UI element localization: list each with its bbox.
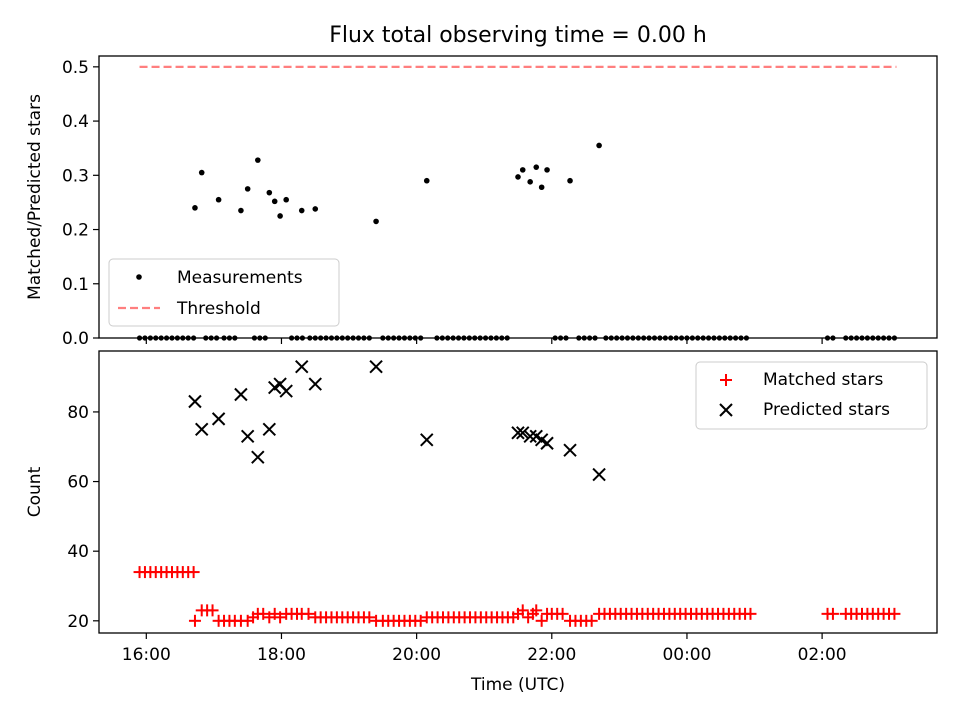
legend-matched-marker xyxy=(720,374,732,386)
xtick-label: 02:00 xyxy=(798,645,847,665)
matched-star-point xyxy=(530,604,543,617)
bottom-ylabel: Count xyxy=(25,466,45,517)
measurement-point xyxy=(312,206,319,212)
predicted-star-point xyxy=(420,433,434,447)
top-panel: 0.0 0.1 0.2 0.3 0.4 0.5 Matched/Predicted sta… xyxy=(25,55,938,349)
xtick-label: 22:00 xyxy=(527,645,576,665)
measurement-point xyxy=(544,167,550,173)
legend-predicted-label: Predicted stars xyxy=(763,400,890,420)
matched-star-point xyxy=(516,604,529,617)
predicted-star-point xyxy=(262,422,277,437)
matched-star-point xyxy=(414,614,427,627)
legend-matched-label: Matched stars xyxy=(763,370,883,390)
x-axis-label: Time (UTC) xyxy=(470,675,565,695)
predicted-star-point xyxy=(369,359,383,374)
measurement-point xyxy=(527,179,533,185)
measurement-point xyxy=(423,177,430,184)
predicted-star-point xyxy=(234,387,248,402)
matched-star-point xyxy=(826,607,839,620)
bot-ytick-label: 20 xyxy=(67,612,89,632)
predicted-star-point xyxy=(308,377,322,391)
measurement-point xyxy=(596,142,602,149)
top-ytick-label: 0.2 xyxy=(62,221,89,241)
measurement-point xyxy=(244,186,251,192)
predicted-star-point xyxy=(195,422,209,437)
measurement-point xyxy=(283,196,289,203)
bottom-plot-frame xyxy=(98,350,938,634)
measurement-point xyxy=(215,196,222,203)
bot-ytick-label: 60 xyxy=(67,473,89,493)
measurement-point xyxy=(567,177,573,184)
matched-star-point xyxy=(363,611,376,624)
xtick-label: 18:00 xyxy=(257,645,306,665)
predicted-star-point xyxy=(540,436,554,450)
top-ylabel: Matched/Predicted stars xyxy=(25,94,45,300)
measurement-point xyxy=(533,164,540,170)
top-ytick-label: 0.1 xyxy=(62,275,89,295)
xtick-label: 16:00 xyxy=(122,645,171,665)
predicted-star-point xyxy=(279,384,293,398)
top-ytick-label: 0.3 xyxy=(62,166,89,186)
top-ytick-label: 0.4 xyxy=(62,112,89,132)
legend-threshold-label: Threshold xyxy=(176,299,261,319)
predicted-star-point xyxy=(592,467,606,482)
measurement-point xyxy=(538,184,545,191)
top-ytick-label: 0.0 xyxy=(62,329,89,349)
bottom-legend-box xyxy=(695,361,928,430)
measurement-point xyxy=(298,207,305,214)
predicted-star-point xyxy=(523,429,537,444)
bottom-legend: Matched stars Predicted stars xyxy=(695,361,928,430)
measurement-point xyxy=(238,207,244,214)
top-legend: Measurements Threshold xyxy=(108,258,340,327)
measurement-point xyxy=(277,213,283,219)
matched-star-point xyxy=(187,566,200,579)
xtick-label: 00:00 xyxy=(662,645,711,665)
matched-star-point xyxy=(274,611,287,624)
bot-ytick-label: 80 xyxy=(67,403,89,423)
top-ytick-label: 0.5 xyxy=(62,58,89,78)
top-legend-box xyxy=(108,258,340,327)
legend-measurements-marker xyxy=(136,274,142,280)
legend-measurements-label: Measurements xyxy=(177,268,303,288)
matched-star-point xyxy=(888,607,901,620)
matched-star-point xyxy=(188,614,201,627)
legend-predicted-marker xyxy=(719,403,733,417)
measurement-point xyxy=(373,218,379,225)
predicted-star-point xyxy=(251,450,265,464)
matched-star-point xyxy=(585,614,598,627)
matched-star-point xyxy=(535,614,548,627)
measurement-point xyxy=(515,174,521,180)
predicted-star-point xyxy=(295,359,309,374)
predicted-star-point xyxy=(516,426,530,440)
predicted-star-point xyxy=(188,394,202,409)
measurement-point xyxy=(192,205,198,211)
matched-star-point xyxy=(206,604,219,617)
top-plot-frame xyxy=(98,55,938,339)
matched-star-point xyxy=(302,607,315,620)
measurement-point xyxy=(255,157,261,163)
matched-star-point xyxy=(744,607,757,620)
measurement-point xyxy=(266,189,273,196)
matched-star-point xyxy=(257,607,270,620)
figure-title: Flux total observing time = 0.00 h xyxy=(329,23,707,48)
measurement-point xyxy=(519,167,526,173)
predicted-star-point xyxy=(563,443,577,457)
measurement-point xyxy=(198,169,205,176)
xtick-label: 20:00 xyxy=(392,645,441,665)
predicted-star-point xyxy=(511,426,525,440)
predicted-star-point xyxy=(240,429,255,444)
bot-ytick-label: 40 xyxy=(67,542,89,562)
matched-star-point xyxy=(556,607,569,620)
predicted-star-point xyxy=(211,412,226,426)
measurement-point xyxy=(271,198,278,205)
